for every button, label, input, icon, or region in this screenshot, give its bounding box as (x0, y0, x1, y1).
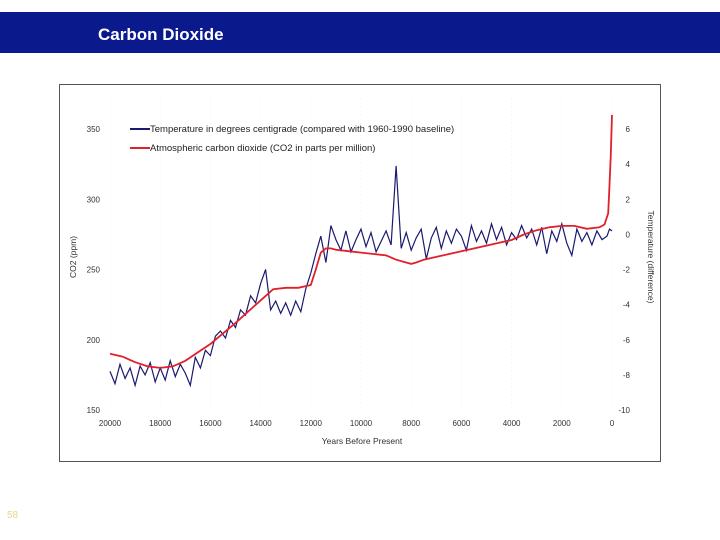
legend: Temperature in degrees centigrade (compa… (130, 124, 454, 154)
y-tick-label: 300 (87, 195, 101, 204)
x-tick-label: 18000 (149, 419, 172, 428)
y2-tick-label: -6 (623, 336, 631, 345)
page-title: Carbon Dioxide (98, 25, 224, 44)
slide-number: 58 (7, 510, 19, 521)
x-tick-label: 20000 (99, 419, 122, 428)
x-tick-label: 10000 (350, 419, 373, 428)
y-axis-label: CO2 (ppm) (68, 236, 78, 278)
legend-label-co2: Atmospheric carbon dioxide (CO2 in parts… (150, 143, 375, 154)
x-tick-label: 16000 (199, 419, 222, 428)
y2-tick-label: -8 (623, 371, 631, 380)
y2-tick-label: -2 (623, 266, 631, 275)
y2-tick-label: 6 (626, 125, 631, 134)
y2-tick-label: -10 (618, 406, 630, 415)
series (109, 114, 613, 388)
y-tick-label: 350 (87, 125, 101, 134)
x-tick-label: 0 (610, 419, 615, 428)
x-tick-label: 8000 (402, 419, 420, 428)
co2-temperature-chart: 20000 18000 16000 14000 12000 10000 8000 6000 40… (68, 99, 656, 446)
x-tick-label: 2000 (553, 419, 571, 428)
y2-axis-label: Temperature (difference) (646, 211, 656, 304)
y2-tick-label: 2 (626, 195, 631, 204)
co2-series-line (109, 114, 613, 369)
x-tick-label: 12000 (300, 419, 323, 428)
tick-labels: 20000 18000 16000 14000 12000 10000 8000 6000 40… (87, 125, 631, 428)
y-tick-label: 150 (87, 406, 101, 415)
y2-tick-label: -4 (623, 301, 631, 310)
y-tick-label: 200 (87, 336, 101, 345)
x-tick-label: 4000 (503, 419, 521, 428)
x-axis-label: Years Before Present (322, 436, 403, 446)
legend-label-temperature: Temperature in degrees centigrade (compa… (150, 124, 454, 135)
y-tick-label: 250 (87, 266, 101, 275)
y2-tick-label: 4 (626, 160, 631, 169)
x-tick-label: 14000 (249, 419, 272, 428)
chart-frame: 20000 18000 16000 14000 12000 10000 8000 6000 40… (59, 84, 661, 462)
title-bar (0, 12, 720, 53)
y2-tick-label: 0 (626, 230, 631, 239)
x-tick-label: 6000 (453, 419, 471, 428)
